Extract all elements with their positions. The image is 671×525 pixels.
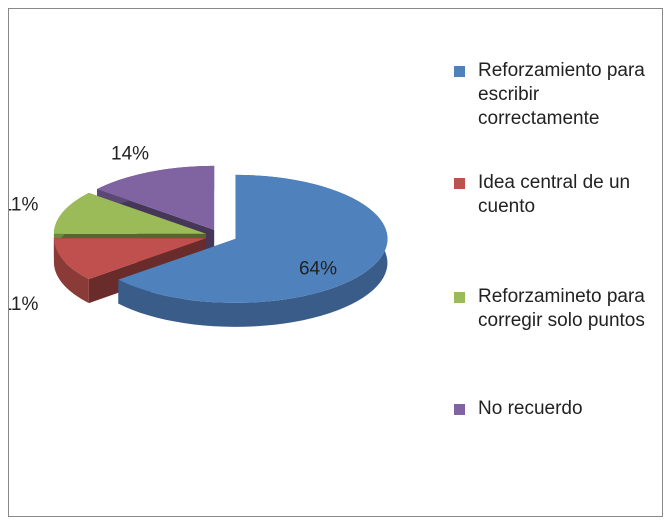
- data-label: 14%: [111, 144, 149, 165]
- chart-frame: 64% 11% 11% 14% Reforzamiento para escribir…: [8, 8, 663, 517]
- legend-swatch: [454, 292, 465, 303]
- legend-item: No recuerdo: [454, 397, 648, 421]
- slice-top: [97, 165, 215, 230]
- legend-label: Reforzamineto para corregir solo puntos: [478, 286, 645, 331]
- slice-top: [118, 174, 388, 303]
- slice: [118, 174, 388, 327]
- data-label: 64%: [299, 259, 337, 280]
- legend-item: Idea central de un cuento: [454, 171, 648, 219]
- legend-swatch: [454, 66, 465, 77]
- legend-item: Reforzamineto para corregir solo puntos: [454, 285, 648, 333]
- legend-item: Reforzamiento para escribir correctament…: [454, 59, 648, 131]
- legend-swatch: [454, 404, 465, 415]
- legend-swatch: [454, 178, 465, 189]
- data-label: 11%: [9, 294, 38, 315]
- data-label: 11%: [9, 195, 38, 216]
- slice-side: [53, 238, 89, 304]
- slice-top: [53, 192, 206, 234]
- slice-top: [53, 238, 206, 280]
- legend-label: Reforzamiento para escribir correctament…: [478, 60, 645, 129]
- chart: 64% 11% 11% 14%: [9, 144, 388, 327]
- legend-label: No recuerdo: [478, 398, 583, 419]
- legend-label: Idea central de un cuento: [478, 172, 631, 217]
- slice-side: [118, 174, 388, 327]
